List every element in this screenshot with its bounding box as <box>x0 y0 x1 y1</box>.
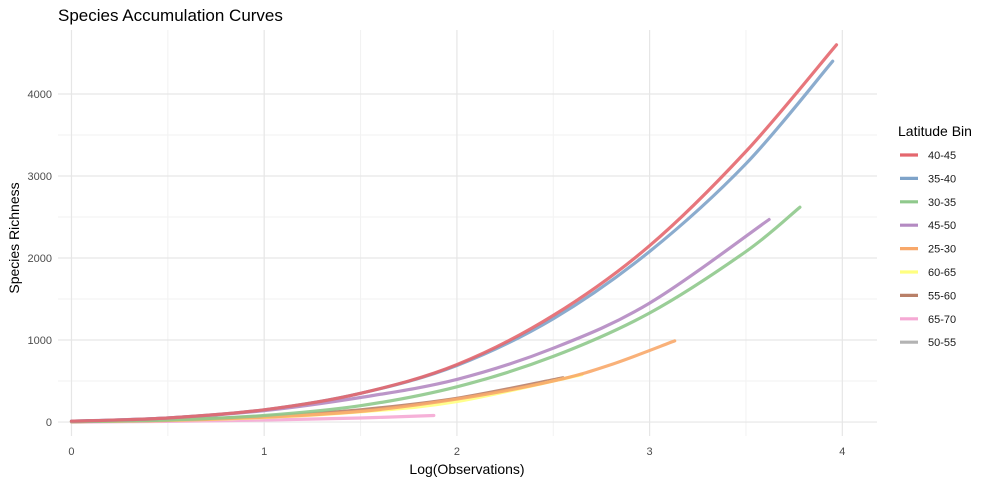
legend-label-25-30: 25-30 <box>928 244 956 256</box>
legend-label-35-40: 35-40 <box>928 173 956 185</box>
series-line-45-50 <box>69 217 771 423</box>
legend-label-40-45: 40-45 <box>928 150 956 162</box>
y-tick-label: 0 <box>46 417 52 429</box>
y-tick-label: 3000 <box>28 171 52 183</box>
series-line-40-45 <box>69 43 839 423</box>
x-tick-label: 3 <box>647 446 653 458</box>
legend-label-50-55: 50-55 <box>928 337 956 349</box>
legend-label-60-65: 60-65 <box>928 267 956 279</box>
legend-label-65-70: 65-70 <box>928 314 956 326</box>
x-tick-label: 1 <box>261 446 267 458</box>
legend-title: Latitude Bin <box>898 123 972 139</box>
legend: Latitude Bin 40-45 35-40 30-35 45-50 25-30 60… <box>898 123 972 349</box>
x-axis-label: Log(Observations) <box>409 461 524 477</box>
y-tick-label: 4000 <box>28 89 52 101</box>
y-tick-label: 2000 <box>28 253 52 265</box>
y-axis-label: Species Richness <box>6 182 22 293</box>
series-line-30-35 <box>69 205 802 424</box>
legend-label-30-35: 30-35 <box>928 197 956 209</box>
x-tick-label: 2 <box>454 446 460 458</box>
legend-label-55-60: 55-60 <box>928 290 956 302</box>
y-tick-label: 1000 <box>28 335 52 347</box>
x-tick-label: 4 <box>839 446 845 458</box>
chart-title: Species Accumulation Curves <box>58 6 283 25</box>
x-tick-label: 0 <box>68 446 74 458</box>
tick-labels: 0 1 2 3 4 0 1000 2000 3000 4000 <box>28 89 846 458</box>
series-lines <box>69 43 839 424</box>
legend-label-45-50: 45-50 <box>928 220 956 232</box>
grid-lines <box>58 30 877 436</box>
